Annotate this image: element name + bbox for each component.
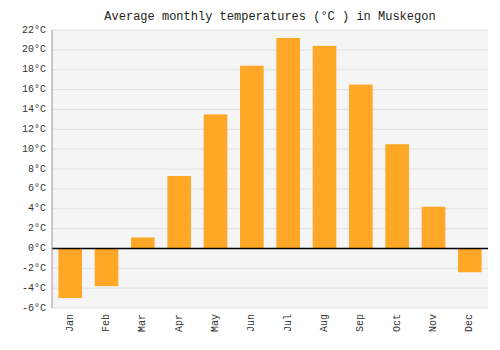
bar — [313, 46, 337, 249]
y-tick-label: 2°C — [28, 223, 46, 234]
grid-line — [52, 308, 488, 309]
x-tick-label: Sep — [355, 314, 366, 332]
x-tick-label: Mar — [137, 314, 148, 332]
bar — [276, 38, 300, 248]
grid-line — [52, 248, 488, 249]
x-tick-label: Feb — [101, 314, 112, 332]
grid-line — [52, 109, 488, 110]
y-tick-label: 16°C — [22, 84, 46, 95]
grid-line — [52, 49, 488, 50]
y-tick-label: 6°C — [28, 183, 46, 194]
bar — [422, 207, 446, 249]
chart: -6°C -4°C -2°C 0°C 2°C 4°C 6°C 8°C 10°C 12°C 14°C 1… — [0, 0, 500, 350]
y-tick-label: 8°C — [28, 164, 46, 175]
x-tick-label: Dec — [464, 314, 475, 332]
bar — [240, 66, 264, 249]
y-tick-label: 18°C — [22, 64, 46, 75]
y-tick-label: 14°C — [22, 104, 46, 115]
bar — [458, 248, 482, 272]
plot-background — [52, 30, 488, 308]
zero-line — [52, 248, 488, 250]
grid-line — [52, 149, 488, 150]
grid-line — [52, 30, 488, 31]
bar — [349, 85, 373, 249]
x-tick-label: Oct — [392, 314, 403, 332]
y-tick-label: 0°C — [28, 243, 46, 254]
y-tick-label: 4°C — [28, 203, 46, 214]
grid-line — [52, 89, 488, 90]
x-tick-label: Nov — [428, 314, 439, 332]
y-tick-label: 10°C — [22, 144, 46, 155]
y-tick-label: 22°C — [22, 25, 46, 36]
grid-line — [52, 69, 488, 70]
x-tick-label: Jan — [65, 314, 76, 332]
y-tick-label: -6°C — [22, 303, 46, 314]
bar — [95, 248, 119, 286]
x-tick-label: Jul — [283, 314, 294, 332]
bar — [385, 144, 409, 248]
y-tick-label: 12°C — [22, 124, 46, 135]
grid-line — [52, 188, 488, 189]
bar — [131, 238, 155, 249]
x-tick-label: Apr — [174, 314, 185, 332]
grid-line — [52, 288, 488, 289]
grid-line — [52, 169, 488, 170]
grid-line — [52, 129, 488, 130]
y-tick-label: -2°C — [22, 263, 46, 274]
y-tick-label: -4°C — [22, 283, 46, 294]
x-tick-label: May — [210, 314, 221, 332]
bars — [58, 38, 481, 298]
y-tick-label: 20°C — [22, 44, 46, 55]
y-axis-line — [52, 30, 53, 308]
title: Average monthly temperatures (°C ) in Mu… — [104, 10, 435, 24]
bar — [58, 248, 82, 298]
x-tick-label: Aug — [319, 314, 330, 332]
x-tick-label: Jun — [246, 314, 257, 332]
bar — [204, 114, 228, 248]
bar — [167, 176, 191, 248]
